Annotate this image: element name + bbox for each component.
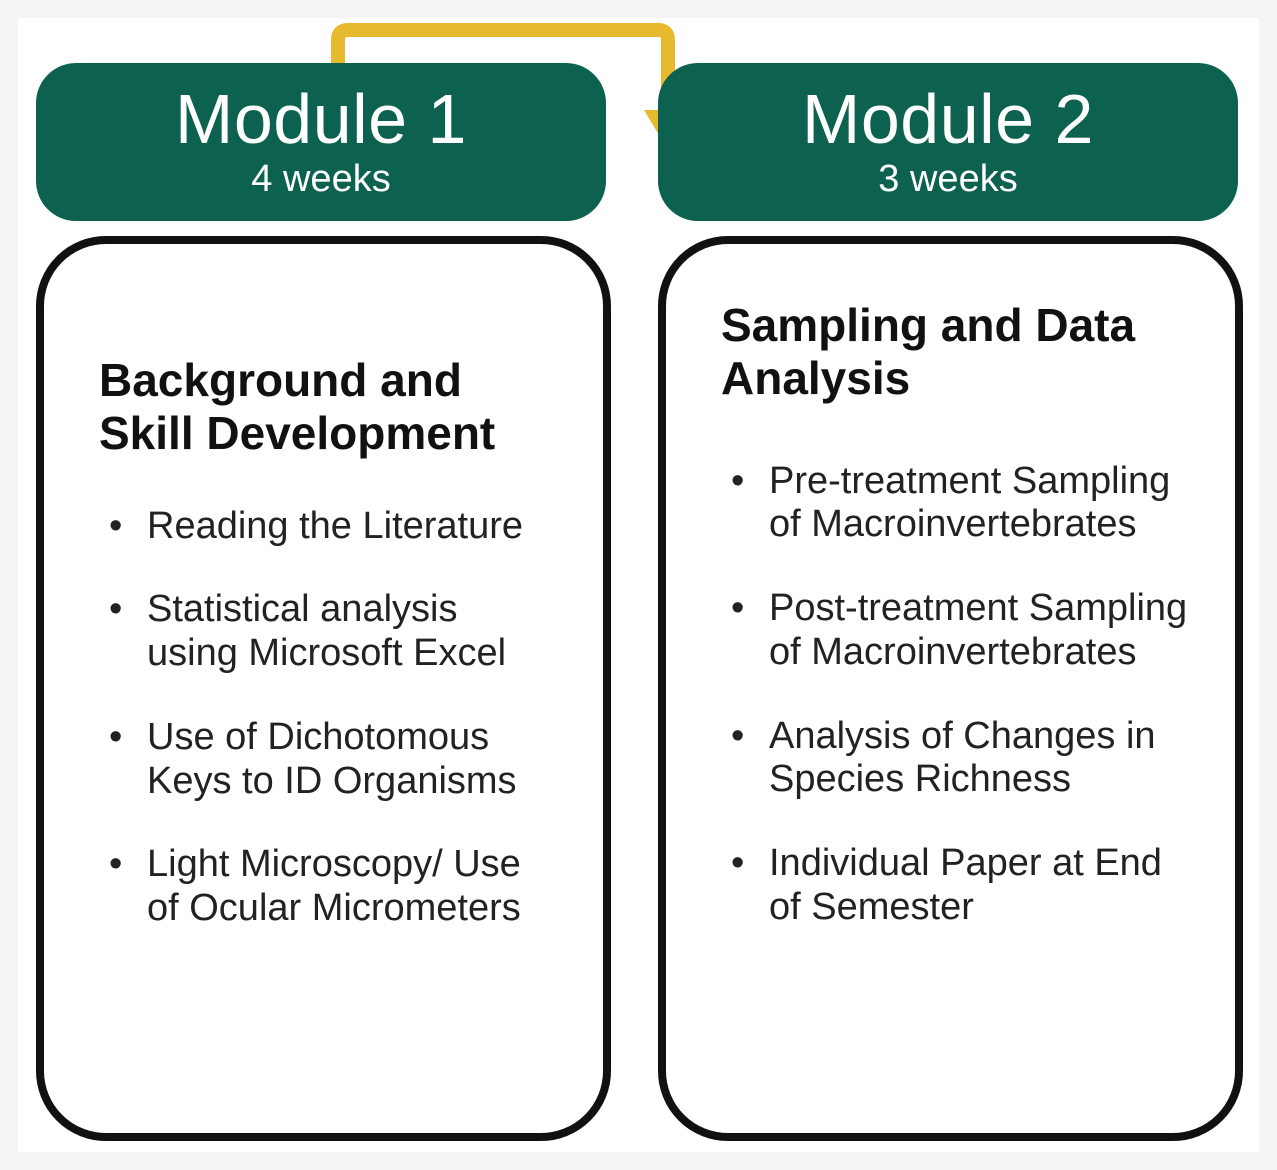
list-item: Light Microscopy/ Use of Ocular Micromet… [99, 843, 558, 930]
list-item: Individual Paper at End of Semester [721, 842, 1190, 929]
module-2-heading: Sampling and Data Analysis [721, 299, 1190, 405]
module-1-list: Reading the Literature Statistical analy… [99, 505, 558, 971]
list-item: Analysis of Changes in Species Richness [721, 715, 1190, 802]
module-1-header: Module 1 4 weeks [36, 63, 606, 221]
module-2-list: Pre-treatment Sampling of Macroinvertebr… [721, 460, 1190, 970]
module-1-title: Module 1 [175, 83, 467, 157]
list-item: Use of Dichotomous Keys to ID Organisms [99, 716, 558, 803]
list-item: Post-treatment Sampling of Macroinverteb… [721, 587, 1190, 674]
module-2-title: Module 2 [802, 83, 1094, 157]
module-1-heading: Background and Skill Development [99, 354, 558, 460]
module-2-content-box: Sampling and Data Analysis Pre-treatment… [658, 236, 1243, 1141]
module-1-content-box: Background and Skill Development Reading… [36, 236, 611, 1141]
diagram-canvas: Module 1 4 weeks Module 2 3 weeks Backgr… [18, 18, 1259, 1152]
module-2-header: Module 2 3 weeks [658, 63, 1238, 221]
list-item: Reading the Literature [99, 505, 558, 549]
list-item: Pre-treatment Sampling of Macroinvertebr… [721, 460, 1190, 547]
list-item: Statistical analysis using Microsoft Exc… [99, 588, 558, 675]
module-2-subtitle: 3 weeks [878, 158, 1017, 201]
module-1-subtitle: 4 weeks [251, 158, 390, 201]
